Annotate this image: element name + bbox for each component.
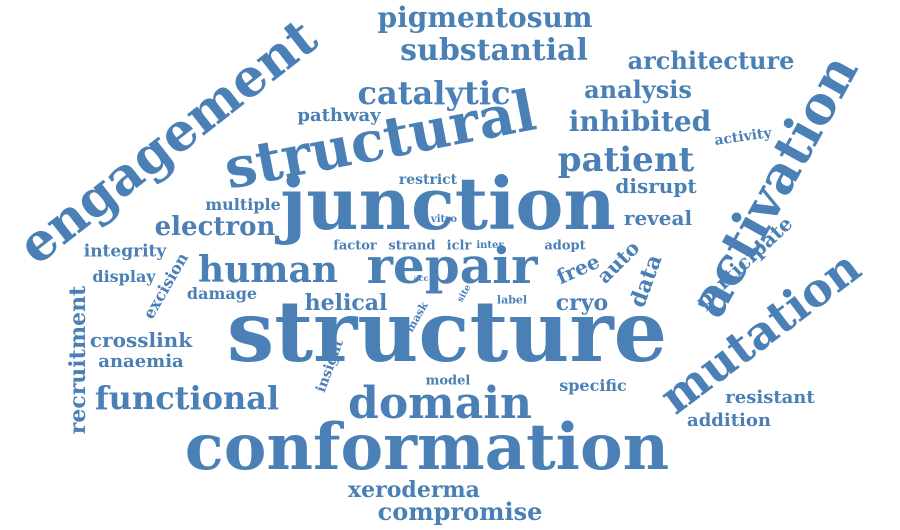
word-strand: strand xyxy=(388,238,436,254)
word-patient: patient xyxy=(557,140,695,180)
word-factor: factor xyxy=(333,238,377,254)
word-pathway: pathway xyxy=(297,105,381,126)
word-human: human xyxy=(198,249,338,291)
word-structure: structure xyxy=(226,282,668,381)
word-compromise: compromise xyxy=(377,497,543,526)
word-iclr: iclr xyxy=(446,238,472,254)
word-anaemia: anaemia xyxy=(98,351,184,372)
word-conformation: conformation xyxy=(184,410,670,485)
word-cryo: cryo xyxy=(555,290,609,316)
word-helical: helical xyxy=(304,290,388,316)
word-recruitment: recruitment xyxy=(65,285,91,435)
word-display: display xyxy=(92,267,156,286)
word-junction: junction xyxy=(280,161,616,246)
word-domain: domain xyxy=(348,378,532,429)
word-inhibited: inhibited xyxy=(568,105,712,138)
word-architecture: architecture xyxy=(627,46,795,75)
word-acc: acc xyxy=(413,273,429,283)
word-catalytic: catalytic xyxy=(357,74,511,112)
word-xeroderma: xeroderma xyxy=(348,477,480,503)
word-repair: repair xyxy=(366,236,538,295)
word-substantial: substantial xyxy=(400,33,588,68)
word-addition: addition xyxy=(687,410,771,431)
word-integrity: integrity xyxy=(83,241,167,262)
word-vitro: vitro xyxy=(430,214,458,225)
word-model: model xyxy=(425,373,471,389)
word-restrict: restrict xyxy=(398,172,458,188)
word-reveal: reveal xyxy=(623,206,693,230)
word-functional: functional xyxy=(94,379,280,417)
word-adopt: adopt xyxy=(544,238,586,254)
word-pigmentosum: pigmentosum xyxy=(377,1,593,34)
word-specific: specific xyxy=(559,376,627,395)
word-analysis: analysis xyxy=(584,75,692,104)
word-disrupt: disrupt xyxy=(615,174,697,198)
word-resistant: resistant xyxy=(725,387,815,408)
word-crosslink: crosslink xyxy=(89,328,193,352)
word-multiple: multiple xyxy=(205,195,281,214)
word-damage: damage xyxy=(186,284,258,303)
word-electron: electron xyxy=(154,212,276,242)
word-inter: inter xyxy=(476,240,504,251)
word-label: label xyxy=(496,293,528,307)
